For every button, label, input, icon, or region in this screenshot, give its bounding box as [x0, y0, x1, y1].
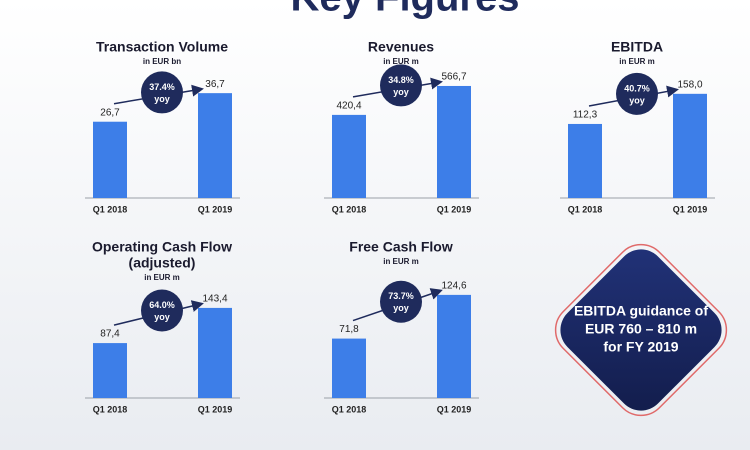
callout: EBITDA guidance of EUR 760 – 810 m for F…	[554, 243, 728, 417]
value-label: 158,0	[677, 79, 702, 90]
page-title: Key Figures	[291, 0, 520, 20]
chart-title: Revenues	[368, 39, 434, 55]
x-tick-label: Q1 2019	[673, 204, 708, 214]
yoy-badge	[616, 72, 658, 115]
bar	[93, 343, 127, 398]
chart-subtitle: in EUR bn	[143, 57, 181, 66]
value-label: 36,7	[205, 79, 225, 90]
yoy-label: yoy	[393, 303, 409, 313]
callout-shape	[560, 249, 722, 411]
bar	[437, 85, 471, 198]
value-label: 87,4	[100, 329, 120, 340]
yoy-value: 73.7%	[388, 291, 414, 301]
yoy-value: 34.8%	[388, 75, 414, 85]
yoy-value: 40.7%	[624, 83, 650, 93]
x-tick-label: Q1 2019	[437, 204, 472, 214]
chart-title: (adjusted)	[129, 255, 196, 271]
value-label: 112,3	[573, 110, 598, 121]
x-tick-label: Q1 2018	[93, 404, 128, 414]
yoy-value: 64.0%	[149, 300, 175, 310]
yoy-label: yoy	[154, 312, 170, 322]
yoy-badge	[141, 289, 183, 332]
callout-text: EUR 760 – 810 m	[585, 321, 697, 337]
bar	[568, 123, 602, 198]
x-tick-label: Q1 2018	[332, 404, 367, 414]
bar	[673, 93, 707, 198]
bar	[198, 93, 232, 198]
yoy-badge	[380, 280, 422, 323]
x-tick-label: Q1 2019	[198, 204, 233, 214]
yoy-value: 37.4%	[149, 82, 175, 92]
value-label: 71,8	[339, 324, 359, 335]
callout-text: EBITDA guidance of	[574, 303, 708, 319]
chart-title: Operating Cash Flow	[92, 239, 232, 255]
yoy-label: yoy	[393, 87, 409, 97]
chart-subtitle: in EUR m	[383, 57, 419, 66]
yoy-badge	[380, 64, 422, 107]
value-label: 26,7	[100, 107, 120, 118]
x-tick-label: Q1 2018	[332, 204, 367, 214]
value-label: 124,6	[441, 281, 466, 292]
chart-subtitle: in EUR m	[619, 57, 655, 66]
callout-outline	[554, 243, 728, 417]
yoy-label: yoy	[154, 94, 170, 104]
yoy-badge	[141, 71, 183, 114]
chart-title: Free Cash Flow	[349, 239, 453, 255]
value-label: 420,4	[336, 101, 361, 112]
yoy-label: yoy	[629, 95, 645, 105]
chart-title: Transaction Volume	[96, 39, 228, 55]
chart-title: EBITDA	[611, 39, 663, 55]
x-tick-label: Q1 2019	[437, 404, 472, 414]
x-tick-label: Q1 2018	[93, 204, 128, 214]
value-label: 143,4	[202, 294, 227, 305]
bar	[332, 114, 366, 198]
bar	[332, 338, 366, 398]
chart-subtitle: in EUR m	[144, 273, 180, 282]
bar	[198, 307, 232, 398]
bar	[93, 121, 127, 198]
bar	[437, 294, 471, 398]
x-tick-label: Q1 2019	[198, 404, 233, 414]
value-label: 566,7	[441, 72, 466, 83]
callout-text: for FY 2019	[603, 339, 678, 355]
x-tick-label: Q1 2018	[568, 204, 603, 214]
chart-subtitle: in EUR m	[383, 257, 419, 266]
